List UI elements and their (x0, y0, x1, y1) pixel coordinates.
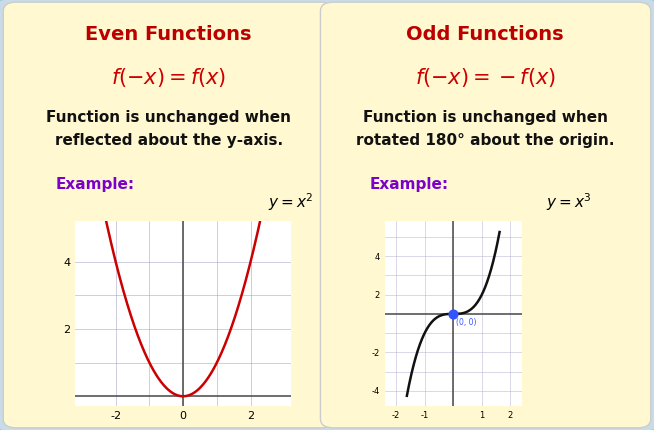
Text: Example:: Example: (370, 178, 449, 192)
Text: Example:: Example: (56, 178, 135, 192)
Text: $f(-x) = f(x)$: $f(-x) = f(x)$ (111, 66, 226, 89)
FancyBboxPatch shape (3, 2, 334, 428)
Text: Odd Functions: Odd Functions (406, 25, 564, 44)
Text: $y = x^3$: $y = x^3$ (546, 191, 592, 213)
Text: $f(-x) = -f(x)$: $f(-x) = -f(x)$ (415, 66, 556, 89)
Text: Function is unchanged when
reflected about the y-axis.: Function is unchanged when reflected abo… (46, 111, 291, 147)
Text: (0, 0): (0, 0) (455, 319, 476, 328)
Point (448, 310, 458, 317)
FancyBboxPatch shape (320, 2, 651, 428)
Text: Even Functions: Even Functions (86, 25, 252, 44)
Text: $y = x^2$: $y = x^2$ (268, 191, 314, 213)
Text: Function is unchanged when
rotated 180° about the origin.: Function is unchanged when rotated 180° … (356, 111, 615, 147)
